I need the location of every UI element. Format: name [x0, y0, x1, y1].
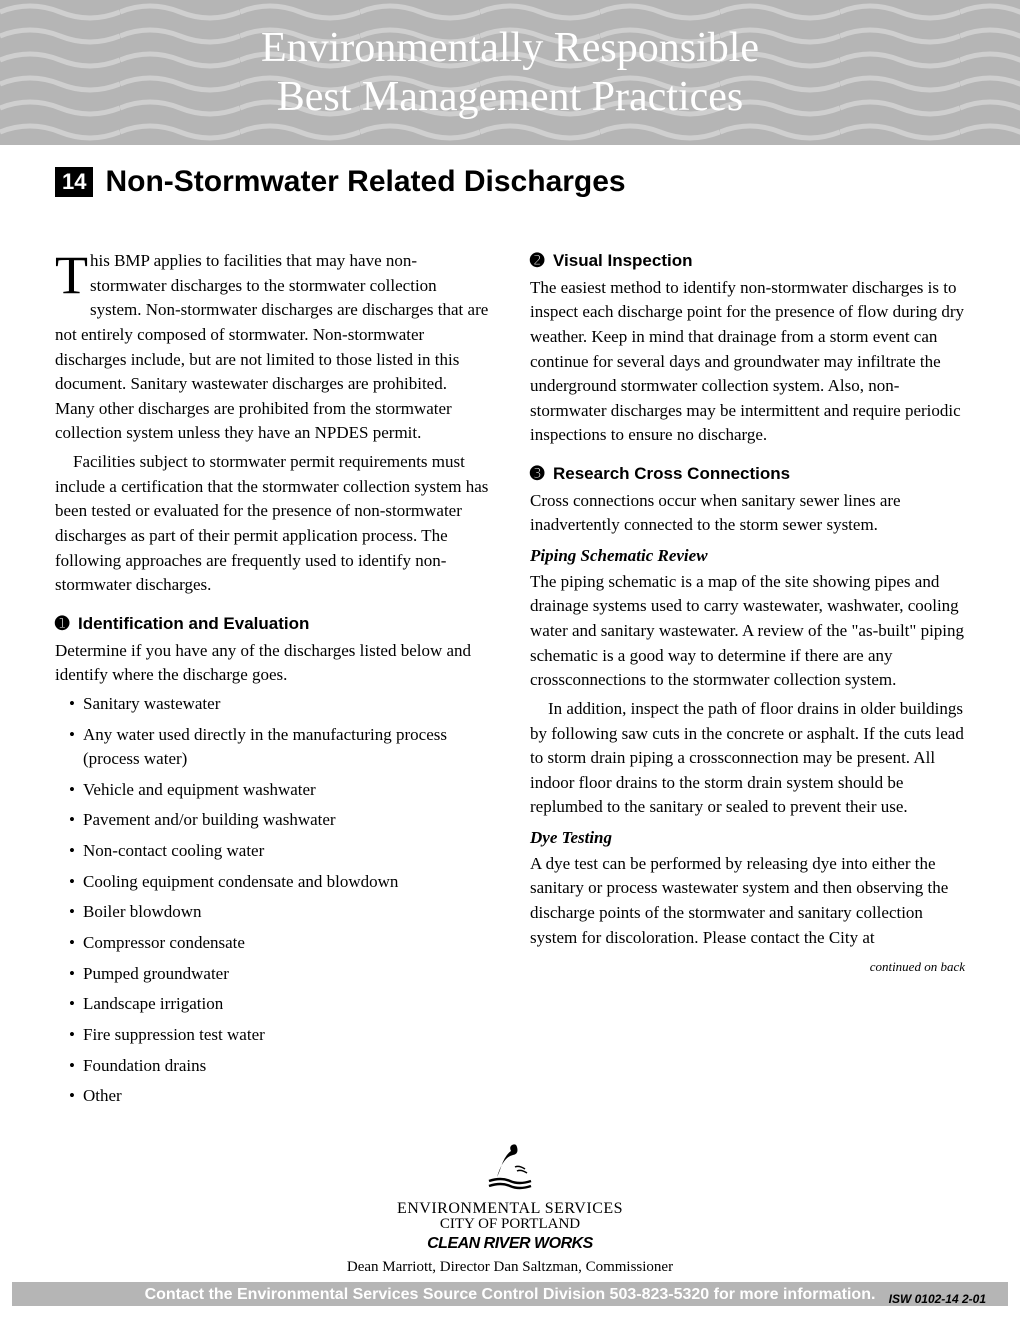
subsection-dye-title: Dye Testing	[530, 826, 965, 851]
footer-brand: CLEAN RIVER WORKS	[0, 1235, 1020, 1253]
right-column: ➋ Visual Inspection The easiest method t…	[530, 249, 965, 1115]
list-item: Other	[69, 1084, 490, 1109]
subsection-piping-title: Piping Schematic Review	[530, 544, 965, 569]
subsection-piping-p1: The piping schematic is a map of the sit…	[530, 570, 965, 693]
list-item: Vehicle and equipment washwater	[69, 778, 490, 803]
left-column: This BMP applies to facilities that may …	[55, 249, 490, 1115]
circled-2-icon: ➋	[530, 251, 544, 270]
list-item: Compressor condensate	[69, 931, 490, 956]
section-2-body: The easiest method to identify non-storm…	[530, 276, 965, 448]
section-2-title: Visual Inspection	[553, 251, 693, 270]
list-item: Sanitary wastewater	[69, 692, 490, 717]
list-item: Boiler blowdown	[69, 900, 490, 925]
header-banner: Environmentally Responsible Best Managem…	[0, 0, 1020, 145]
intro-paragraph-1: This BMP applies to facilities that may …	[55, 249, 490, 446]
page-title: Non-Stormwater Related Discharges	[105, 165, 625, 199]
list-item: Any water used directly in the manufactu…	[69, 723, 490, 772]
continued-on-back: continued on back	[870, 958, 965, 977]
list-item: Cooling equipment condensate and blowdow…	[69, 870, 490, 895]
list-item: Pumped groundwater	[69, 962, 490, 987]
body-columns: This BMP applies to facilities that may …	[0, 199, 1020, 1115]
section-2-heading: ➋ Visual Inspection	[530, 249, 965, 274]
section-1-heading: ➊ Identification and Evaluation	[55, 612, 490, 637]
footer-contact-bar: Contact the Environmental Services Sourc…	[12, 1282, 1008, 1306]
document-id: ISW 0102-14 2-01	[889, 1292, 986, 1306]
footer-names: Dean Marriott, Director Dan Saltzman, Co…	[0, 1259, 1020, 1276]
list-item: Fire suppression test water	[69, 1023, 490, 1048]
discharge-bullet-list: Sanitary wastewater Any water used direct…	[55, 692, 490, 1109]
list-item: Landscape irrigation	[69, 992, 490, 1017]
page-title-row: 14 Non-Stormwater Related Discharges	[0, 145, 1020, 199]
section-number-badge: 14	[55, 167, 93, 197]
list-item: Foundation drains	[69, 1054, 490, 1079]
list-item: Pavement and/or building washwater	[69, 808, 490, 833]
subsection-piping-p2: In addition, inspect the path of floor d…	[530, 697, 965, 820]
section-1-title: Identification and Evaluation	[78, 614, 309, 633]
subsection-dye-body: A dye test can be performed by releasing…	[530, 852, 965, 951]
intro-paragraph-2: Facilities subject to stormwater permit …	[55, 450, 490, 598]
circled-1-icon: ➊	[55, 614, 69, 633]
banner-title-line2: Best Management Practices	[261, 73, 759, 121]
list-item: Non-contact cooling water	[69, 839, 490, 864]
heron-logo-icon	[483, 1137, 537, 1191]
section-3-body: Cross connections occur when sanitary se…	[530, 489, 965, 538]
footer-org-line2: CITY OF PORTLAND	[0, 1216, 1020, 1233]
footer-contact-text: Contact the Environmental Services Sourc…	[145, 1286, 876, 1303]
circled-3-icon: ➌	[530, 464, 544, 483]
footer-block: ENVIRONMENTAL SERVICES CITY OF PORTLAND …	[0, 1137, 1020, 1276]
section-1-intro: Determine if you have any of the dischar…	[55, 639, 490, 688]
section-3-title: Research Cross Connections	[553, 464, 790, 483]
banner-title: Environmentally Responsible Best Managem…	[261, 24, 759, 121]
banner-title-line1: Environmentally Responsible	[261, 24, 759, 72]
section-3-heading: ➌ Research Cross Connections	[530, 462, 965, 487]
